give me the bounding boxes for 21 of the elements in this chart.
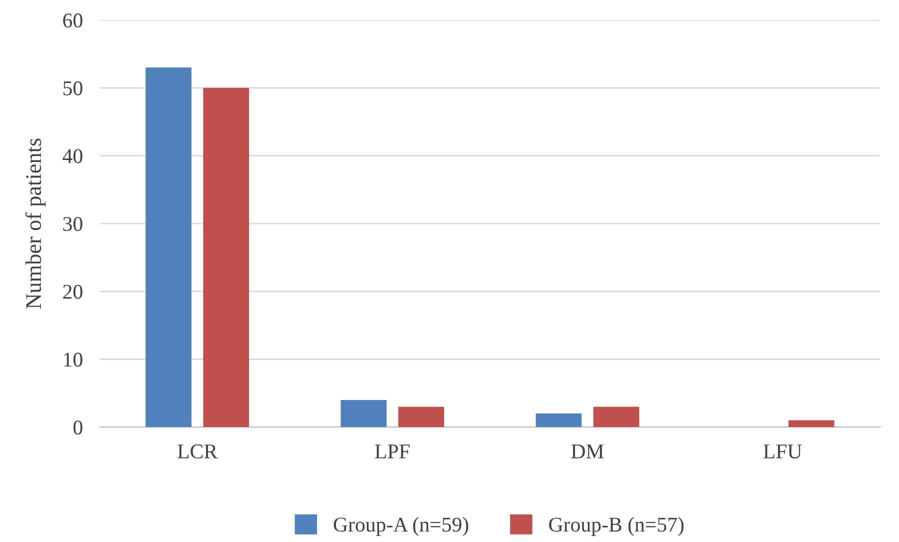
y-tick-label: 0: [74, 420, 82, 435]
y-tick-label: 60: [63, 13, 82, 28]
x-tick-label: LCR: [178, 444, 218, 458]
x-tick-label: DM: [571, 444, 604, 458]
bar: [203, 88, 250, 428]
bar: [340, 400, 387, 428]
y-axis-title: Number of patients: [25, 138, 46, 309]
x-tick-label: LPF: [375, 444, 410, 458]
bar: [398, 406, 444, 428]
y-tick-label: 30: [63, 216, 82, 232]
y-tick-label: 40: [62, 149, 82, 164]
y-tick-label: 10: [64, 352, 82, 367]
legend-label: Group-A (n=59): [334, 517, 468, 536]
y-tick-label: 50: [64, 81, 82, 96]
bar: [593, 406, 640, 428]
bar: [146, 68, 192, 428]
x-tick-label: LFU: [764, 444, 802, 458]
legend-label: Group-B (n=57): [549, 517, 684, 536]
bar: [536, 414, 582, 428]
bar: [788, 420, 834, 428]
y-tick-label: 20: [63, 284, 82, 299]
